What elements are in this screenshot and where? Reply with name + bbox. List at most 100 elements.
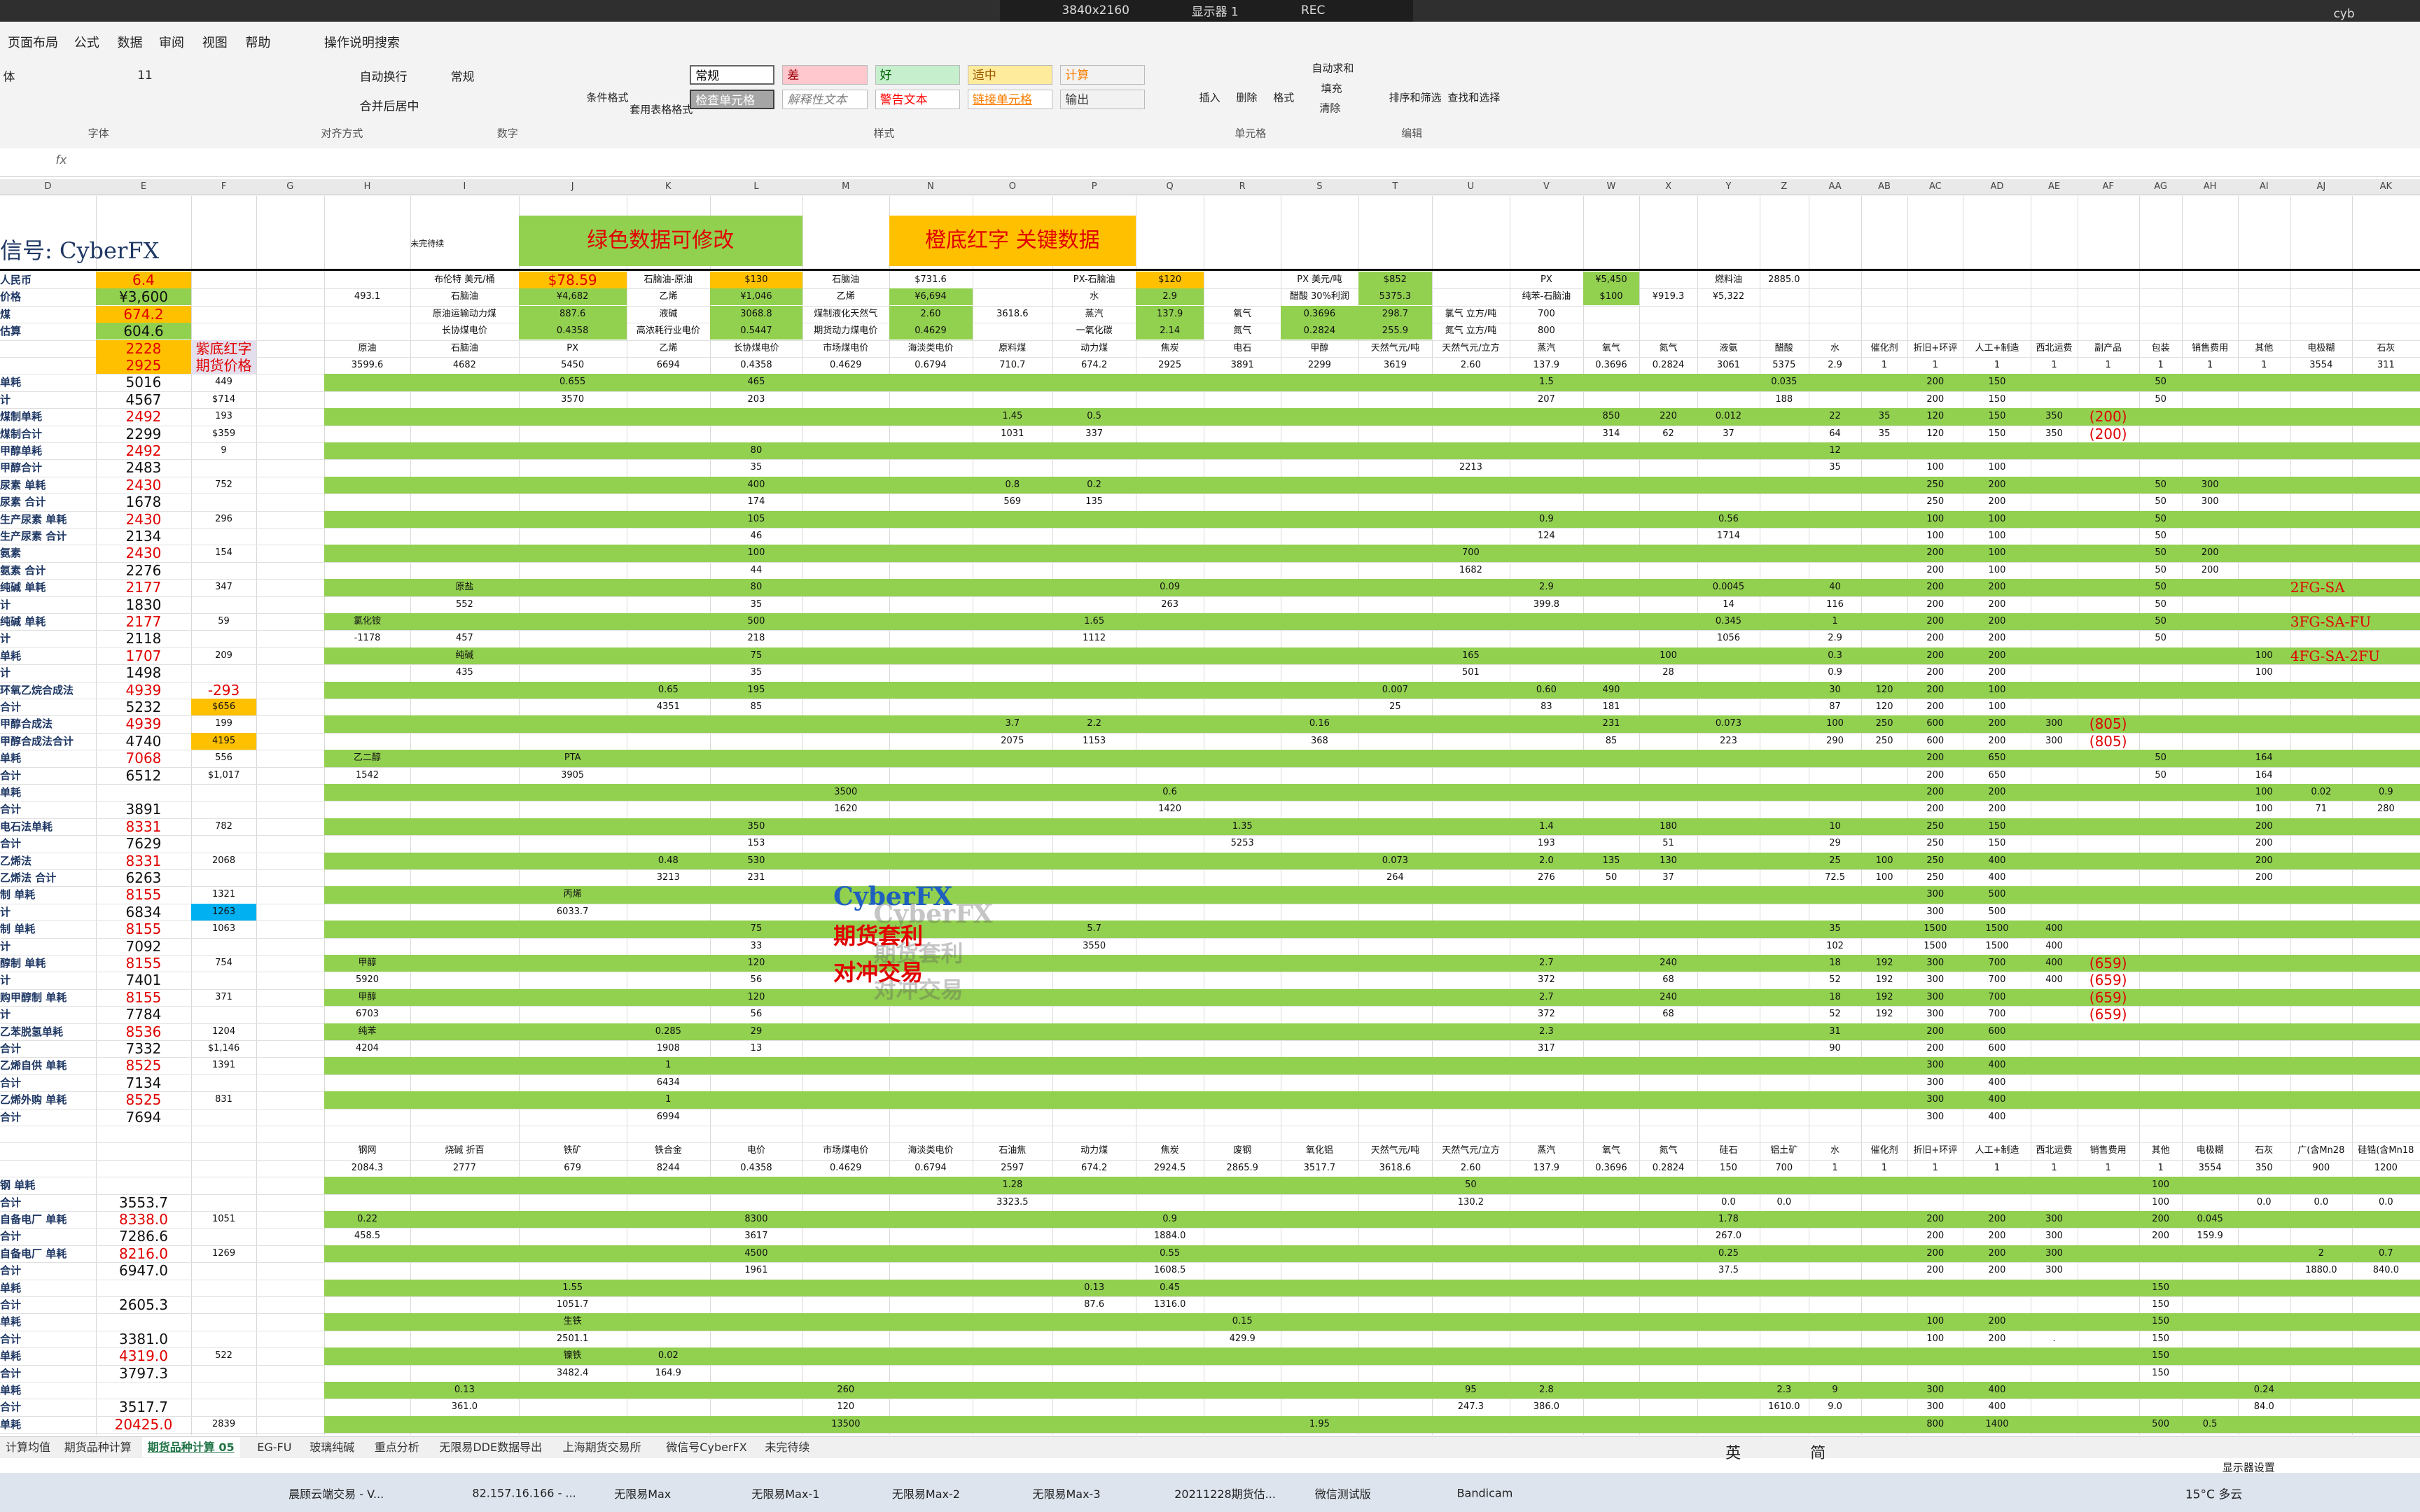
cell[interactable]: 乙烯 [659,342,678,354]
cell[interactable]: 2.60 [1460,360,1481,370]
sheet-tab[interactable]: 玻璃纯碱 [310,1441,355,1454]
menu-tab[interactable]: 页面布局 [8,35,59,50]
cell[interactable]: 400 [2045,940,2063,951]
cell[interactable]: 0.2824 [1652,360,1685,370]
cell[interactable]: 紫底红字 [191,340,256,357]
cell[interactable]: 纯碱 单耗 [0,581,46,594]
cell[interactable]: 单耗 [0,786,22,799]
cell[interactable]: . [2052,1333,2056,1344]
cell[interactable]: 0.24 [2253,1385,2274,1395]
cell[interactable]: 150 [2152,1350,2169,1362]
cell[interactable]: 期货价格 [191,357,256,374]
cell[interactable]: 1880.0 [2305,1265,2337,1276]
cell[interactable]: 合计 [0,769,22,782]
cell[interactable]: 长协煤电价 [733,342,779,354]
cell[interactable]: 合计 [0,1042,22,1055]
cell[interactable]: 250 [1926,479,1945,490]
cell[interactable]: 200 [2152,1214,2169,1224]
cell[interactable]: 1.45 [1002,411,1023,422]
cell[interactable]: 0.4358 [518,323,627,340]
cell[interactable]: 850 [1602,411,1620,422]
cell[interactable]: 海淡类电价 [908,342,954,354]
conditional-format-button[interactable]: 条件格式 [586,91,629,104]
cell[interactable]: 天然气元/吨 [1370,342,1420,354]
cell[interactable]: 0.55 [1160,1247,1181,1259]
cell[interactable]: 7092 [125,937,162,955]
cell[interactable]: 135 [1085,496,1104,507]
cell[interactable]: 乙烯自供 单耗 [0,1059,67,1072]
cell[interactable]: 焦炭 [1160,1145,1179,1156]
cell[interactable]: 207 [1537,393,1555,405]
cell[interactable]: 1200 [2374,1162,2398,1173]
cell[interactable]: 130 [1660,855,1677,866]
cell[interactable]: 纯苯 [358,1026,377,1037]
cell[interactable]: 2925 [1158,360,1182,370]
cell[interactable]: -293 [207,681,240,699]
cell[interactable]: 5253 [1230,838,1254,849]
cell[interactable]: 7401 [125,972,162,989]
cell[interactable]: 314 [1602,428,1620,439]
cell[interactable]: 0.5 [1087,411,1101,422]
cell[interactable]: 68 [1662,974,1674,986]
cell[interactable]: $1,146 [207,1043,240,1054]
cell[interactable]: 0.9 [1539,513,1554,524]
cell[interactable]: 0.5 [2202,1418,2218,1429]
cell[interactable]: 3554 [2198,1162,2222,1173]
cell[interactable]: 0.4629 [830,1162,862,1173]
cell[interactable]: 1400 [1985,1418,2009,1429]
cell[interactable]: 4567 [125,391,162,408]
cell[interactable]: 51 [1662,838,1674,849]
cell[interactable]: 62 [1662,428,1674,439]
cell[interactable]: 纯苯-石脑油 [1522,291,1571,302]
cell[interactable]: 2.3 [1539,1026,1554,1037]
cell[interactable]: 2084.3 [351,1162,384,1173]
cell[interactable]: 8331 [125,852,162,869]
cell[interactable]: 镍铁 [563,1350,582,1362]
cell[interactable]: 120 [837,1401,855,1413]
cell[interactable]: 25 [1389,701,1401,712]
cell[interactable]: 5920 [355,974,380,986]
cell[interactable]: 231 [747,872,765,883]
cell[interactable]: 2430 [125,476,162,493]
cell[interactable]: 700 [1988,1009,2006,1020]
cell[interactable]: 14 [1723,598,1734,610]
cell[interactable]: 13 [750,1043,763,1054]
cell[interactable]: 8536 [125,1023,162,1040]
cell[interactable]: 100 [2255,667,2273,678]
cell[interactable]: 100 [1988,513,2006,524]
cell[interactable]: 8155 [125,955,162,972]
cell[interactable]: 200 [1988,718,2006,729]
cell[interactable]: (200) [2089,425,2127,442]
edit-button[interactable]: 查找和选择 [1447,91,1501,104]
cell[interactable]: 200 [1988,582,2006,593]
cell[interactable]: 50 [2155,752,2167,764]
cell[interactable]: 2134 [125,528,162,545]
cell[interactable]: 1 [1994,360,2001,370]
cell[interactable]: ¥6,694 [889,288,973,306]
cell[interactable]: 900 [2312,1162,2330,1173]
cell[interactable]: 0.073 [1382,855,1409,866]
cell[interactable]: 2276 [125,561,162,579]
cell[interactable]: 75 [750,923,763,934]
cell[interactable]: 2.9 [1539,582,1554,593]
cell[interactable]: 烧碱 折百 [445,1145,485,1156]
cell[interactable]: PTA [564,752,581,764]
cell[interactable]: 3618.6 [996,308,1029,319]
cell[interactable]: 0.012 [1715,411,1742,422]
cell[interactable]: 95 [1465,1385,1477,1395]
cell-style[interactable]: 链接单元格 [967,89,1053,109]
cell[interactable]: 25 [1829,855,1841,866]
cell[interactable]: 氧气 [1233,308,1252,319]
cell[interactable]: 副产品 [2094,342,2122,354]
cell[interactable]: 350 [2255,1162,2273,1173]
cell[interactable]: 400 [1988,1094,2006,1105]
cell[interactable]: 1.28 [1002,1180,1023,1191]
cell[interactable]: 1 [2051,360,2057,370]
cell[interactable]: 100 [1926,1333,1945,1344]
cell[interactable]: 1500 [1924,923,1947,934]
cell[interactable]: 硅锆(含Mn18 [2358,1145,2414,1156]
font-size[interactable]: 11 [137,68,153,83]
cell[interactable]: 0.13 [1084,1282,1105,1293]
cell[interactable]: 37 [1662,872,1674,883]
cell[interactable]: 生产尿素 单耗 [0,512,67,526]
